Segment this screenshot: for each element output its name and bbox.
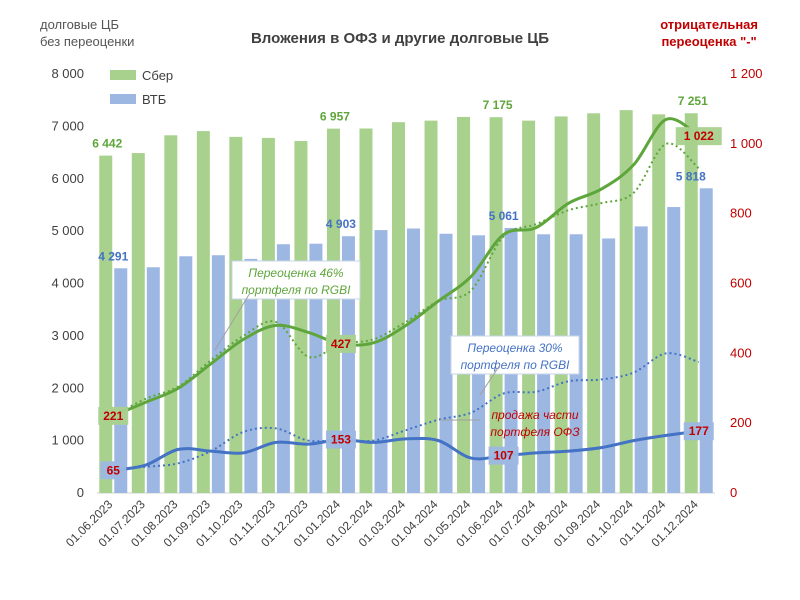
y-left-tick: 4 000 — [51, 276, 84, 291]
legend-label: Сбер — [142, 68, 173, 83]
y-right-tick: 600 — [730, 276, 752, 291]
annotation-text: портфеля по RGBI — [461, 358, 571, 372]
bar-vtb — [667, 207, 681, 493]
point-label: 1 022 — [684, 129, 714, 143]
vtb-dotted-line — [113, 352, 700, 472]
point-label: 153 — [331, 433, 351, 447]
bar-sber — [261, 137, 275, 493]
annotation-box — [231, 260, 361, 300]
vtb-bar-label: 5 061 — [489, 209, 519, 223]
annotation-text: Переоценка 30% — [467, 341, 563, 355]
y-left-tick: 0 — [77, 485, 84, 500]
bar-sber — [587, 113, 601, 493]
sber-dotted-line — [112, 142, 700, 417]
bar-vtb — [244, 258, 258, 493]
y-left-tick: 6 000 — [51, 171, 84, 186]
sber-bar-label: 7 175 — [483, 98, 513, 112]
legend-swatch — [110, 70, 136, 80]
bar-vtb — [276, 244, 290, 493]
annotation-text: Переоценка 46% — [248, 266, 344, 280]
point-label-box — [488, 446, 519, 465]
annotation-text: портфеля ОФЗ — [490, 425, 580, 439]
sber-revaluation-line — [112, 117, 700, 418]
right-axis-note-line2: переоценка "-" — [661, 34, 757, 49]
bar-vtb — [407, 228, 420, 493]
annotation-pointer — [479, 364, 501, 396]
bar-sber — [359, 128, 373, 493]
vtb-bar-label: 4 291 — [98, 249, 128, 263]
bar-vtb — [602, 238, 616, 493]
sber-bar-label: 6 957 — [320, 110, 350, 124]
y-right-tick: 0 — [730, 485, 737, 500]
point-label: 221 — [103, 409, 123, 423]
bar-vtb — [211, 255, 225, 493]
y-left-tick: 2 000 — [51, 380, 84, 395]
annotation-pointer — [214, 292, 251, 351]
y-left-tick: 5 000 — [51, 223, 84, 238]
point-label: 177 — [689, 424, 709, 438]
point-label: 427 — [331, 337, 351, 351]
y-left-tick: 7 000 — [51, 118, 84, 133]
bar-vtb — [374, 230, 388, 493]
legend-swatch — [110, 94, 136, 104]
legend-label: ВТБ — [142, 92, 166, 107]
point-label-box — [675, 127, 722, 146]
point-label: 107 — [494, 449, 514, 463]
sber-bar-label: 6 442 — [92, 137, 122, 151]
sber-bar-label: 7 251 — [678, 94, 708, 108]
bar-vtb — [341, 236, 355, 493]
bar-vtb — [146, 267, 160, 493]
bar-sber — [652, 114, 666, 494]
bar-vtb — [179, 256, 193, 493]
y-left-tick: 3 000 — [51, 328, 84, 343]
point-label-box — [325, 430, 356, 449]
bar-sber — [684, 113, 698, 493]
bar-sber — [489, 117, 503, 493]
y-right-tick: 1 200 — [730, 66, 763, 81]
point-label-box — [683, 422, 714, 441]
point-label-box — [325, 334, 356, 353]
point-label: 65 — [107, 463, 121, 477]
bar-sber — [457, 116, 471, 493]
y-right-tick: 1 000 — [730, 136, 763, 151]
left-axis-note: долговые ЦБ без переоценки — [40, 16, 134, 50]
annotation-box — [450, 335, 580, 375]
bar-sber — [229, 136, 243, 493]
y-right-tick: 200 — [730, 415, 752, 430]
bar-sber — [619, 110, 633, 494]
bar-sber — [131, 153, 145, 493]
bar-sber — [164, 135, 178, 493]
point-label-box — [100, 461, 127, 480]
bar-sber — [522, 120, 536, 494]
left-axis-note-line2: без переоценки — [40, 34, 135, 49]
right-axis-note-line1: отрицательная — [660, 17, 758, 32]
annotation-text: портфеля по RGBI — [242, 283, 352, 297]
y-left-tick: 8 000 — [51, 66, 84, 81]
bar-sber — [294, 141, 308, 494]
bar-vtb — [699, 188, 713, 493]
bar-vtb — [309, 243, 323, 493]
annotation-text: продажа части — [491, 408, 578, 422]
right-axis-note: отрицательная переоценка "-" — [660, 16, 758, 50]
chart-title: Вложения в ОФЗ и другие долговые ЦБ — [250, 30, 550, 47]
bar-sber — [196, 131, 210, 493]
bar-vtb — [114, 268, 128, 493]
y-right-tick: 800 — [730, 206, 752, 221]
vtb-bar-label: 4 903 — [326, 217, 356, 231]
left-axis-note-line1: долговые ЦБ — [40, 17, 120, 32]
bar-vtb — [634, 226, 648, 493]
bar-sber — [99, 155, 113, 493]
bar-sber — [392, 122, 405, 493]
y-left-tick: 1 000 — [51, 433, 84, 448]
vtb-bar-label: 5 818 — [676, 169, 706, 183]
bar-sber — [326, 128, 340, 493]
y-right-tick: 400 — [730, 345, 752, 360]
point-label-box — [98, 406, 129, 425]
